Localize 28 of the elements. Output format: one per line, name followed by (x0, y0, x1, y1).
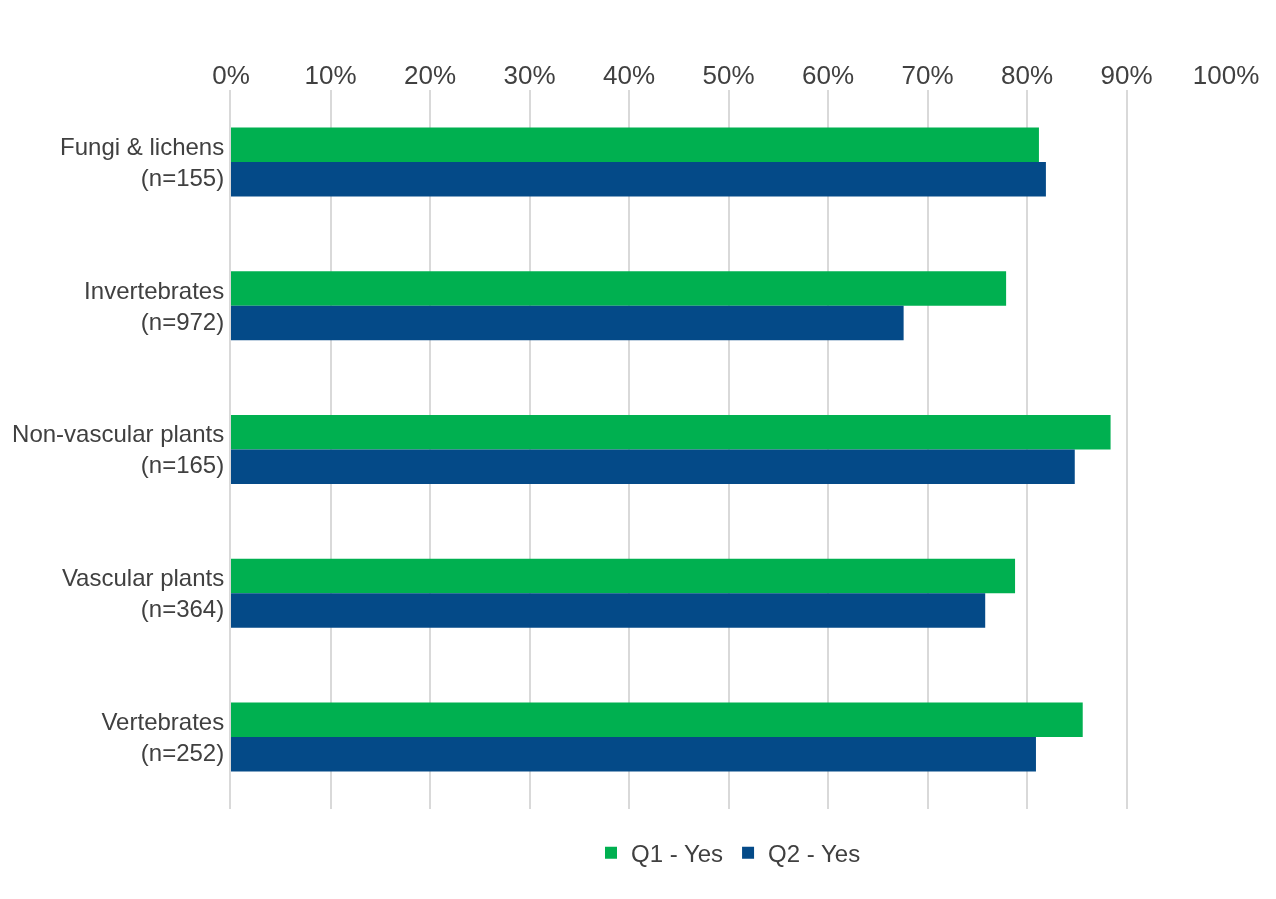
x-tick-label: 10% (304, 59, 357, 90)
bar (231, 271, 1007, 306)
bar (231, 558, 1016, 594)
x-tick-label: 60% (801, 59, 855, 90)
legend-label: Q1 - Yes (631, 840, 724, 868)
x-tick-label: 50% (702, 59, 755, 90)
bar (231, 127, 1039, 162)
bar (231, 702, 1083, 738)
x-tick-label: 80% (1000, 59, 1054, 90)
y-tick-label: Vascular plants (n=364) (61, 564, 225, 623)
bar (231, 593, 986, 628)
y-tick-label: Fungi & lichens (n=155) (60, 132, 225, 191)
y-tick-label: Invertebrates (n=972) (84, 276, 225, 335)
bar (231, 414, 1111, 450)
x-tick-label: 90% (1100, 59, 1153, 90)
bar (231, 305, 904, 341)
y-tick-label: Vertebrates (n=252) (101, 707, 225, 767)
bar (231, 161, 1046, 197)
x-tick-label: 0% (212, 59, 250, 90)
x-tick-label: 30% (503, 59, 556, 90)
bar (231, 737, 1036, 772)
x-tick-label: 70% (901, 59, 954, 90)
legend-label: Q2 - Yes (768, 840, 861, 868)
bar (231, 449, 1075, 485)
x-tick-label: 40% (602, 59, 656, 90)
x-tick-label: 20% (403, 59, 457, 90)
x-tick-label: 100% (1192, 59, 1260, 90)
y-tick-label: Non-vascular plants (n=165) (12, 420, 225, 479)
